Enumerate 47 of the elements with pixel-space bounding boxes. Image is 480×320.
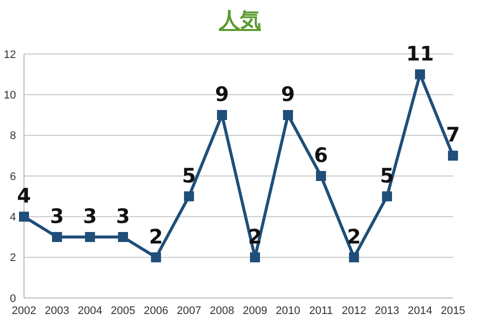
- x-tick-label: 2010: [276, 304, 300, 317]
- point: [151, 252, 161, 262]
- x-tick-label: 2008: [210, 304, 234, 317]
- data-label: 6: [314, 143, 328, 167]
- y-tick-label: 6: [10, 170, 16, 183]
- y-tick-label: 4: [10, 212, 16, 224]
- x-tick-label: 2013: [374, 304, 400, 317]
- point: [316, 171, 326, 181]
- point: [85, 232, 95, 242]
- x-tick-label: 2002: [12, 304, 36, 317]
- y-tick-label: 8: [10, 130, 16, 142]
- point: [415, 69, 425, 80]
- point: [349, 252, 359, 262]
- data-label: 7: [446, 122, 460, 147]
- x-tick-label: 2011: [309, 304, 333, 317]
- point: [118, 232, 128, 242]
- data-label: 11: [406, 41, 434, 66]
- x-tick-label: 2004: [78, 304, 102, 317]
- point: [382, 191, 392, 202]
- data-label: 2: [149, 224, 163, 248]
- point: [217, 110, 227, 120]
- point: [52, 232, 62, 242]
- x-tick-label: 2009: [242, 304, 268, 317]
- data-label: 3: [116, 204, 130, 228]
- chart-title: 人気: [218, 8, 262, 34]
- x-tick-label: 2007: [176, 304, 202, 317]
- y-tick-label: 12: [4, 48, 16, 61]
- data-label: 9: [215, 82, 229, 106]
- data-label: 5: [182, 163, 196, 188]
- data-label: 2: [347, 224, 361, 248]
- x-tick-label: 2006: [144, 304, 168, 317]
- y-tick-label: 0: [10, 292, 16, 305]
- y-tick-label: 10: [4, 90, 16, 102]
- point: [184, 191, 194, 202]
- point: [283, 110, 293, 120]
- data-label: 9: [281, 82, 295, 106]
- point: [250, 252, 260, 262]
- x-tick-label: 2003: [44, 304, 70, 317]
- y-tick-label: 2: [10, 252, 16, 264]
- data-label: 3: [83, 204, 97, 228]
- x-tick-label: 2014: [408, 304, 432, 317]
- point: [448, 150, 458, 161]
- x-tick-label: 2012: [342, 304, 366, 317]
- x-tick-label: 2015: [440, 304, 466, 317]
- data-label: 3: [50, 204, 64, 228]
- x-tick-label: 2005: [110, 304, 136, 317]
- point: [19, 212, 29, 222]
